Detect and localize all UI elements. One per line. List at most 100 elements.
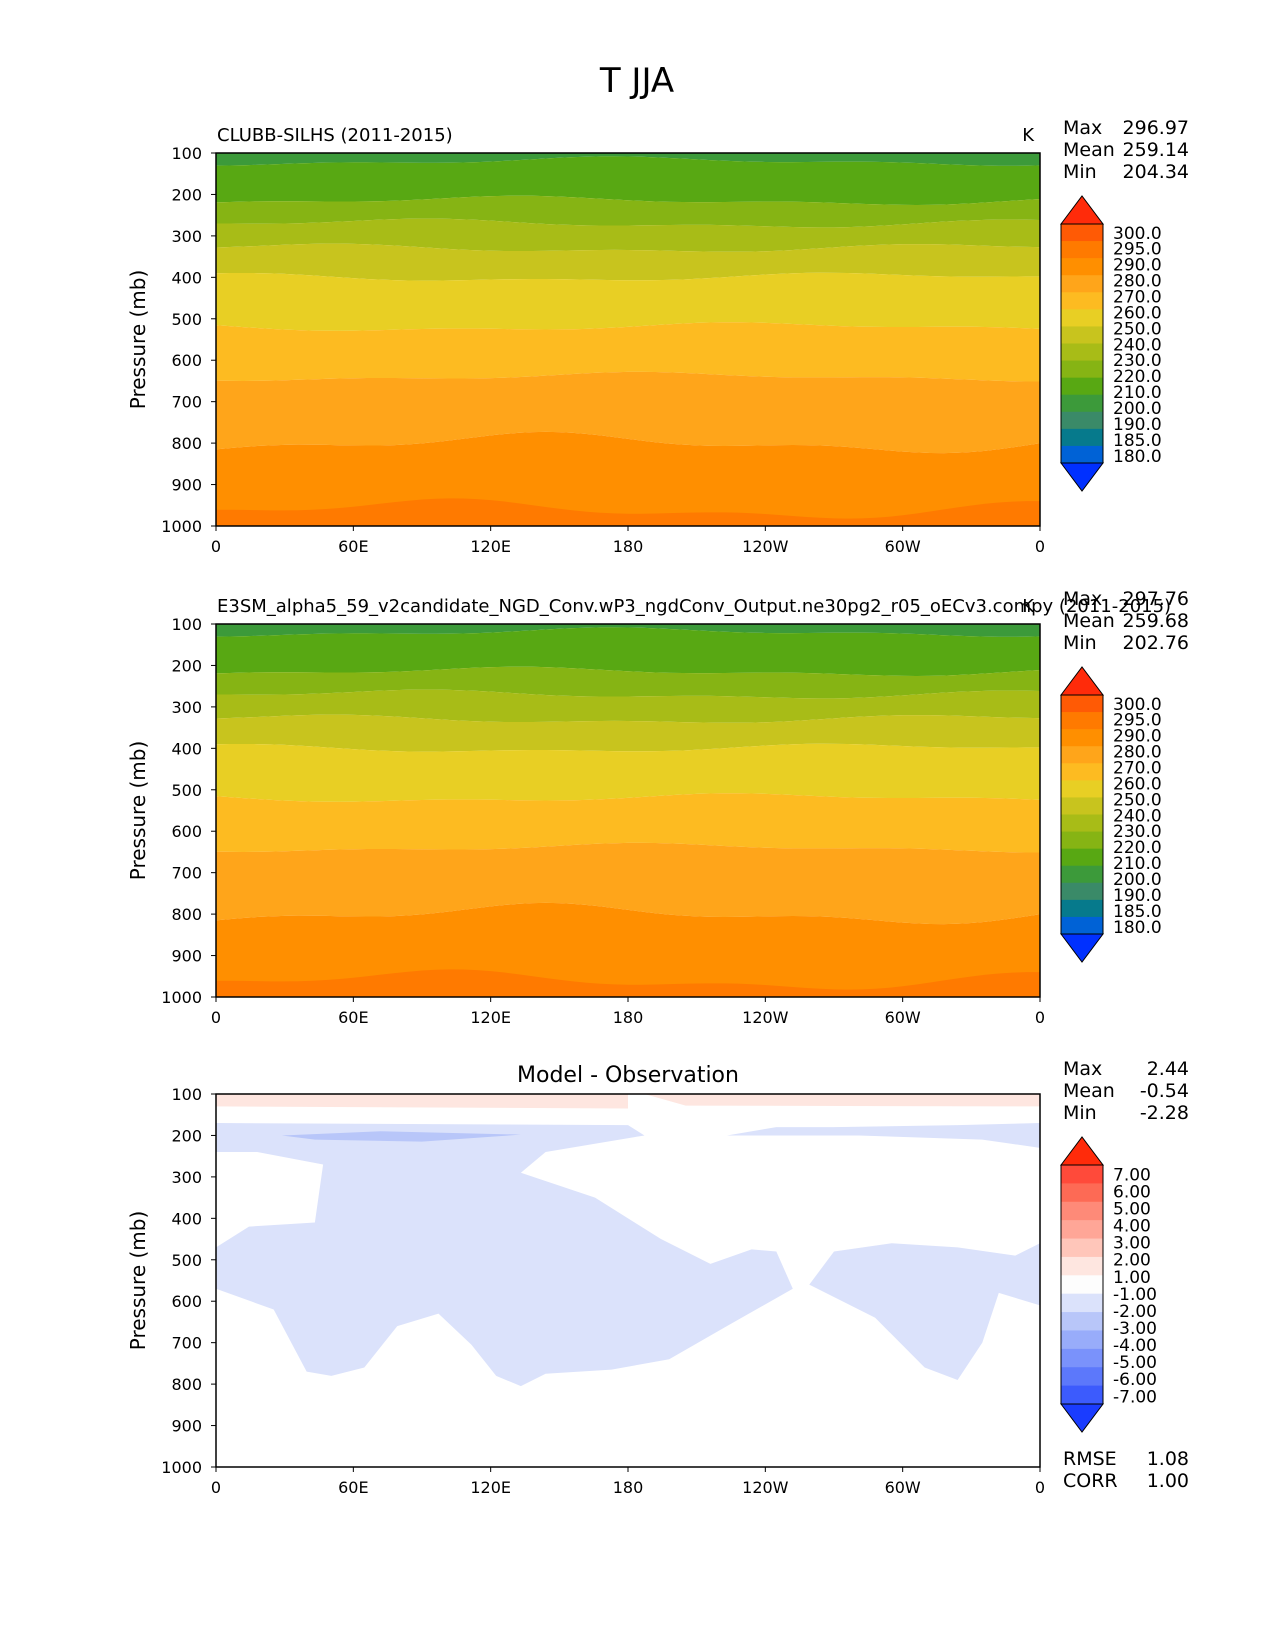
- colorbar-band: [1061, 428, 1103, 447]
- x-tick-label: 60W: [885, 537, 921, 556]
- colorbar-bottom-extend: [1060, 1403, 1104, 1433]
- stat-label: Min: [1063, 161, 1097, 183]
- panel-title: E3SM_alpha5_59_v2candidate_NGD_Conv.wP3_…: [217, 596, 1171, 617]
- contour-band: [216, 195, 1040, 228]
- colorbar-band: [1061, 729, 1103, 747]
- stat-label: Max: [1063, 588, 1102, 610]
- y-tick-label: 900: [171, 947, 202, 966]
- colorbar-band: [1061, 746, 1103, 764]
- x-tick-label: 120W: [742, 537, 789, 556]
- stat-label: Min: [1063, 1102, 1097, 1124]
- colorbar-band: [1061, 1348, 1103, 1368]
- colorbar-label: -3.00: [1113, 1319, 1157, 1339]
- colorbar-band: [1061, 360, 1103, 379]
- stat-value: 296.97: [1123, 117, 1189, 139]
- colorbar-label: 220.0: [1113, 367, 1162, 387]
- y-axis-label: Pressure (mb): [126, 1211, 150, 1351]
- colorbar-frame: [1060, 694, 1104, 935]
- x-tick-label: 0: [1035, 1008, 1045, 1027]
- colorbar-band: [1061, 292, 1103, 310]
- stat-value: 2.44: [1147, 1058, 1189, 1080]
- x-tick-label: 60W: [885, 1478, 921, 1497]
- contour-band: [216, 842, 1040, 925]
- stat-value: 297.76: [1123, 588, 1189, 610]
- colorbar-label: 220.0: [1113, 838, 1162, 858]
- colorbar-label: 4.00: [1113, 1217, 1151, 1237]
- y-tick-label: 400: [171, 739, 202, 758]
- contour-band: [216, 666, 1040, 699]
- x-tick-label: 180: [613, 1008, 644, 1027]
- colorbar-label: 210.0: [1113, 854, 1162, 874]
- contour-band: [216, 153, 1040, 166]
- colorbar-frame: [1060, 223, 1104, 464]
- colorbar-label: 270.0: [1113, 287, 1162, 307]
- y-tick-label: 200: [171, 656, 202, 675]
- colorbar-label: 3.00: [1113, 1234, 1151, 1254]
- metric-value: 1.00: [1147, 1470, 1189, 1492]
- y-tick-label: 700: [171, 864, 202, 883]
- colorbar-band: [1061, 882, 1103, 901]
- colorbar-label: 230.0: [1113, 822, 1162, 842]
- x-tick-label: 120W: [742, 1478, 789, 1497]
- colorbar-band: [1061, 411, 1103, 430]
- y-tick-label: 200: [171, 1126, 202, 1145]
- colorbar-label: 185.0: [1113, 431, 1162, 451]
- colorbar-band: [1061, 814, 1103, 833]
- stat-label: Max: [1063, 117, 1102, 139]
- x-tick-label: 180: [613, 1478, 644, 1497]
- units-label: K: [1022, 125, 1035, 146]
- contour-band: [216, 743, 1040, 802]
- stat-label: Mean: [1063, 610, 1115, 632]
- colorbar-band: [1061, 1201, 1103, 1221]
- metric-value: 1.08: [1147, 1448, 1189, 1470]
- x-tick-label: 120W: [742, 1008, 789, 1027]
- diff-negative-region: [726, 1123, 1040, 1148]
- colorbar-label: 190.0: [1113, 415, 1162, 435]
- y-tick-label: 100: [171, 615, 202, 634]
- colorbar-band: [1061, 1183, 1103, 1203]
- colorbar-band: [1061, 224, 1103, 242]
- contour-band: [216, 969, 1040, 997]
- y-tick-label: 1000: [161, 988, 202, 1007]
- x-tick-label: 120E: [470, 537, 511, 556]
- x-tick-label: 120E: [470, 1478, 511, 1497]
- x-tick-label: 0: [1035, 537, 1045, 556]
- panel-title: CLUBB-SILHS (2011-2015): [217, 125, 453, 146]
- x-tick-label: 0: [211, 1478, 221, 1497]
- colorbar-band: [1061, 326, 1103, 344]
- stat-value: 259.14: [1123, 139, 1189, 161]
- diff-negative-region: [216, 1123, 793, 1387]
- contour-band: [216, 218, 1040, 252]
- colorbar-top-extend: [1060, 1136, 1104, 1166]
- colorbar-top-extend: [1060, 195, 1104, 225]
- colorbar-label: 200.0: [1113, 870, 1162, 890]
- contour-band: [216, 714, 1040, 752]
- y-tick-label: 300: [171, 1168, 202, 1187]
- colorbar-band: [1061, 377, 1103, 396]
- contour-band: [216, 627, 1040, 677]
- stat-label: Max: [1063, 1058, 1102, 1080]
- colorbar-band: [1061, 763, 1103, 781]
- colorbar-label: 5.00: [1113, 1200, 1151, 1220]
- colorbar-frame: [1060, 1164, 1104, 1405]
- y-tick-label: 400: [171, 1209, 202, 1228]
- colorbar-band: [1061, 1256, 1103, 1276]
- contour-band: [216, 689, 1040, 723]
- colorbar-label: 210.0: [1113, 383, 1162, 403]
- stat-value: -0.54: [1140, 1080, 1189, 1102]
- stat-label: Mean: [1063, 139, 1115, 161]
- contour-band: [216, 243, 1040, 281]
- x-tick-label: 0: [211, 537, 221, 556]
- colorbar-label: 250.0: [1113, 319, 1162, 339]
- colorbar-label: 200.0: [1113, 399, 1162, 419]
- x-tick-label: 120E: [470, 1008, 511, 1027]
- contour-band: [216, 322, 1040, 382]
- diff-negative-region: [809, 1243, 1040, 1380]
- stat-value: 204.34: [1123, 161, 1189, 183]
- y-tick-label: 600: [171, 1292, 202, 1311]
- colorbar-band: [1061, 780, 1103, 798]
- colorbar-band: [1061, 394, 1103, 413]
- colorbar-label: 6.00: [1113, 1182, 1151, 1202]
- colorbar-band: [1061, 1385, 1103, 1405]
- y-tick-label: 700: [171, 393, 202, 412]
